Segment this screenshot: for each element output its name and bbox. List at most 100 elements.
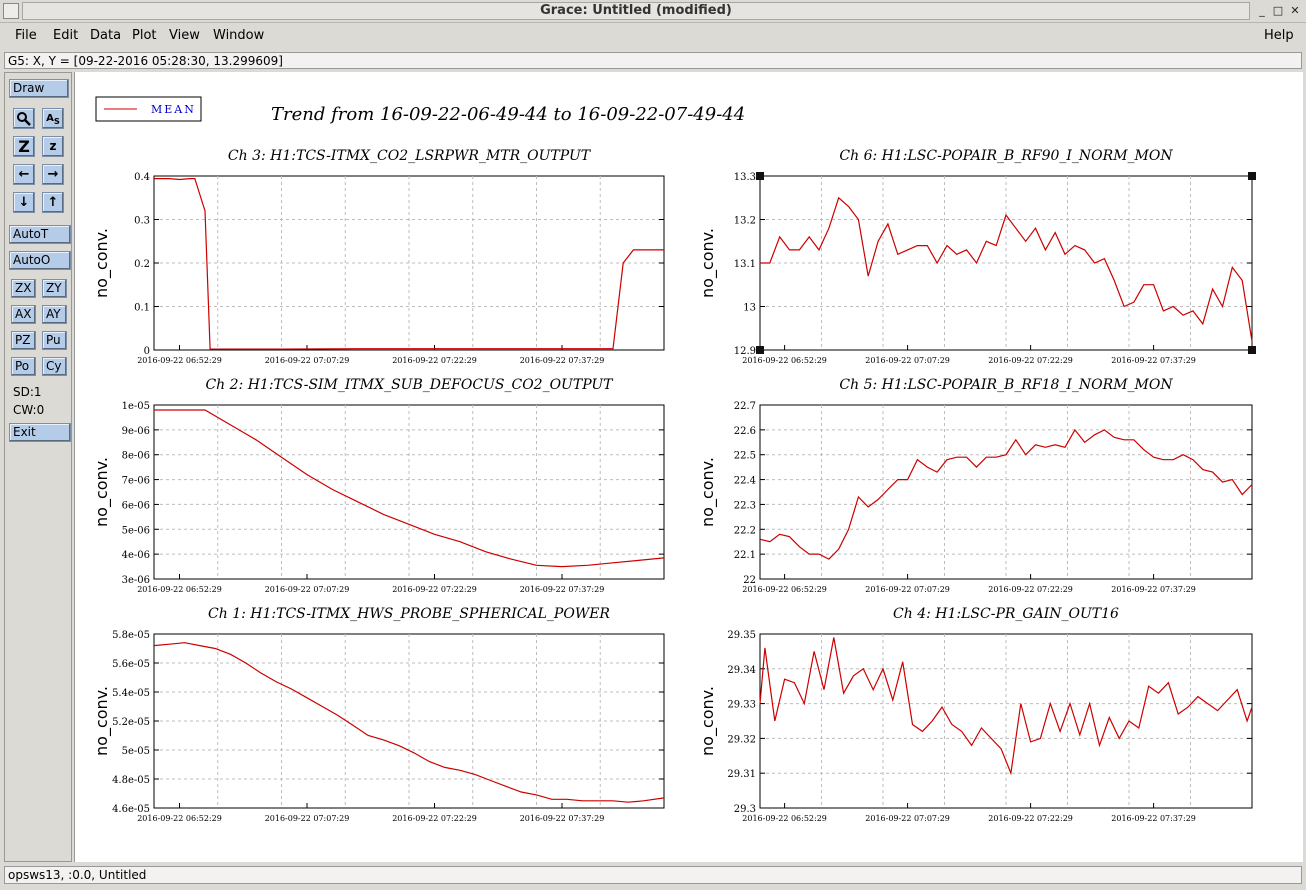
- x-tick-label: 2016-09-22 07:22:29: [392, 585, 477, 594]
- chart-title: Ch 2: H1:TCS-SIM_ITMX_SUB_DEFOCUS_CO2_OU…: [205, 377, 614, 393]
- y-tick-label: 29.33: [727, 700, 756, 711]
- x-tick-label: 2016-09-22 07:22:29: [392, 814, 477, 823]
- y-tick-label: 0.1: [134, 303, 150, 314]
- y-tick-label: 13.1: [734, 259, 756, 270]
- menu-plot[interactable]: Plot: [132, 28, 157, 43]
- menu-data[interactable]: Data: [90, 28, 122, 43]
- y-tick-label: 22.4: [734, 476, 756, 487]
- y-tick-label: 5.8e-05: [112, 630, 150, 641]
- y-tick-label: 22.1: [734, 550, 756, 561]
- selection-handle: [756, 172, 764, 180]
- chart-6: 29.3 29.31 29.32 29.33 29.34 29.35 2016-09-22 …: [698, 606, 1253, 823]
- y-axis-label: no_conv.: [698, 457, 718, 527]
- y-tick-label: 29.34: [727, 665, 756, 676]
- window-title: Grace: Untitled (modified): [22, 2, 1250, 20]
- x-tick-label: 2016-09-22 07:07:29: [265, 814, 350, 823]
- y-tick-label: 29.31: [727, 769, 756, 780]
- cy-button[interactable]: Cy: [42, 357, 67, 376]
- selection-handle: [1248, 346, 1256, 354]
- x-tick-label: 2016-09-22 07:37:29: [520, 585, 605, 594]
- cw-label: CW:0: [13, 403, 45, 417]
- y-tick-label: 4.6e-05: [112, 804, 150, 815]
- ax-button[interactable]: AX: [11, 305, 36, 324]
- x-tick-label: 2016-09-22 06:52:29: [742, 814, 827, 823]
- y-tick-label: 4e-06: [122, 550, 150, 561]
- chart-3: 3e-06 4e-06 5e-06 6e-06 7e-06 8e-06 9e-06 1e-05…: [92, 377, 665, 594]
- y-tick-label: 9e-06: [122, 426, 150, 437]
- y-tick-label: 22.3: [734, 500, 756, 511]
- zy-button[interactable]: ZY: [42, 279, 67, 298]
- pz-button[interactable]: PZ: [11, 331, 36, 350]
- menu-help[interactable]: Help: [1264, 28, 1294, 43]
- close-icon[interactable]: ✕: [1290, 4, 1300, 17]
- menu-view[interactable]: View: [169, 28, 200, 43]
- zoom-in-icon[interactable]: Z: [13, 136, 35, 157]
- y-tick-label: 29.35: [727, 630, 756, 641]
- x-tick-label: 2016-09-22 07:37:29: [1111, 814, 1196, 823]
- ay-button[interactable]: AY: [42, 305, 67, 324]
- toolbar: Draw AS Z z ← → ↓ ↑ AutoT AutoO ZX ZY AX…: [4, 72, 72, 862]
- chart-title: Ch 3: H1:TCS-ITMX_CO2_LSRPWR_MTR_OUTPUT: [228, 148, 592, 164]
- y-axis-label: no_conv.: [698, 228, 718, 298]
- chart-4: 22 22.1 22.2 22.3 22.4 22.5 22.6 22.7 2016-09-22…: [698, 377, 1253, 594]
- x-tick-label: 2016-09-22 07:37:29: [520, 814, 605, 823]
- series-line: [154, 178, 664, 350]
- maximize-icon[interactable]: □: [1272, 4, 1284, 17]
- menu-window[interactable]: Window: [213, 28, 265, 43]
- x-tick-label: 2016-09-22 07:37:29: [520, 356, 605, 365]
- scroll-right-icon[interactable]: →: [42, 164, 64, 185]
- zoom-icon[interactable]: [13, 108, 35, 129]
- chart-title: Ch 4: H1:LSC-PR_GAIN_OUT16: [893, 606, 1119, 622]
- selection-handle: [756, 346, 764, 354]
- y-tick-label: 5e-05: [122, 746, 150, 757]
- x-tick-label: 2016-09-22 07:22:29: [392, 356, 477, 365]
- pu-button[interactable]: Pu: [42, 331, 67, 350]
- y-tick-label: 3e-06: [122, 575, 150, 586]
- x-tick-label: 2016-09-22 06:52:29: [742, 585, 827, 594]
- y-tick-label: 12.9: [734, 346, 756, 357]
- sd-label: SD:1: [13, 385, 42, 399]
- x-tick-label: 2016-09-22 06:52:29: [137, 356, 222, 365]
- scroll-up-icon[interactable]: ↑: [42, 192, 64, 213]
- y-tick-label: 22: [743, 575, 756, 586]
- y-tick-label: 13.2: [734, 216, 756, 227]
- menu-file[interactable]: File: [15, 28, 37, 43]
- po-button[interactable]: Po: [11, 357, 36, 376]
- legend-box: MEAN: [95, 96, 202, 122]
- x-tick-label: 2016-09-22 07:22:29: [988, 814, 1073, 823]
- y-tick-label: 0.4: [134, 172, 150, 183]
- menu-edit[interactable]: Edit: [53, 28, 79, 43]
- plot-title: Trend from 16-09-22-06-49-44 to 16-09-22…: [271, 104, 745, 125]
- chart-title: Ch 6: H1:LSC-POPAIR_B_RF90_I_NORM_MON: [839, 148, 1173, 164]
- graph-canvas[interactable]: MEAN Trend from 16-09-22-06-49-44 to 16-…: [74, 72, 1303, 862]
- exit-button[interactable]: Exit: [9, 423, 71, 442]
- zoom-out-icon[interactable]: z: [42, 136, 64, 157]
- x-tick-label: 2016-09-22 07:37:29: [1111, 356, 1196, 365]
- autoscale-text-icon[interactable]: AS: [42, 108, 64, 129]
- y-tick-label: 4.8e-05: [112, 775, 150, 786]
- y-tick-label: 6e-06: [122, 500, 150, 511]
- y-tick-label: 5.2e-05: [112, 717, 150, 728]
- y-tick-label: 7e-06: [122, 476, 150, 487]
- x-tick-label: 2016-09-22 06:52:29: [137, 814, 222, 823]
- y-tick-label: 13.3: [734, 172, 756, 183]
- scroll-down-icon[interactable]: ↓: [13, 192, 35, 213]
- locator-display: G5: X, Y = [09-22-2016 05:28:30, 13.2996…: [4, 52, 1302, 69]
- y-tick-label: 8e-06: [122, 451, 150, 462]
- series-line: [759, 637, 1253, 776]
- autoo-button[interactable]: AutoO: [9, 251, 71, 270]
- y-tick-label: 22.2: [734, 525, 756, 536]
- y-axis-label: no_conv.: [92, 686, 112, 756]
- y-axis-label: no_conv.: [92, 457, 112, 527]
- x-tick-label: 2016-09-22 07:07:29: [265, 585, 350, 594]
- y-tick-label: 22.5: [734, 451, 756, 462]
- window-menu-button[interactable]: [3, 3, 19, 19]
- zx-button[interactable]: ZX: [11, 279, 36, 298]
- y-tick-label: 1e-05: [122, 401, 150, 412]
- minimize-icon[interactable]: _: [1259, 4, 1265, 17]
- scroll-left-icon[interactable]: ←: [13, 164, 35, 185]
- autot-button[interactable]: AutoT: [9, 225, 71, 244]
- draw-button[interactable]: Draw: [9, 79, 69, 98]
- chart-2: 12.9 13 13.1 13.2 13.3 2016-09-22 06:52:29 201…: [698, 148, 1256, 365]
- y-tick-label: 0.2: [134, 259, 150, 270]
